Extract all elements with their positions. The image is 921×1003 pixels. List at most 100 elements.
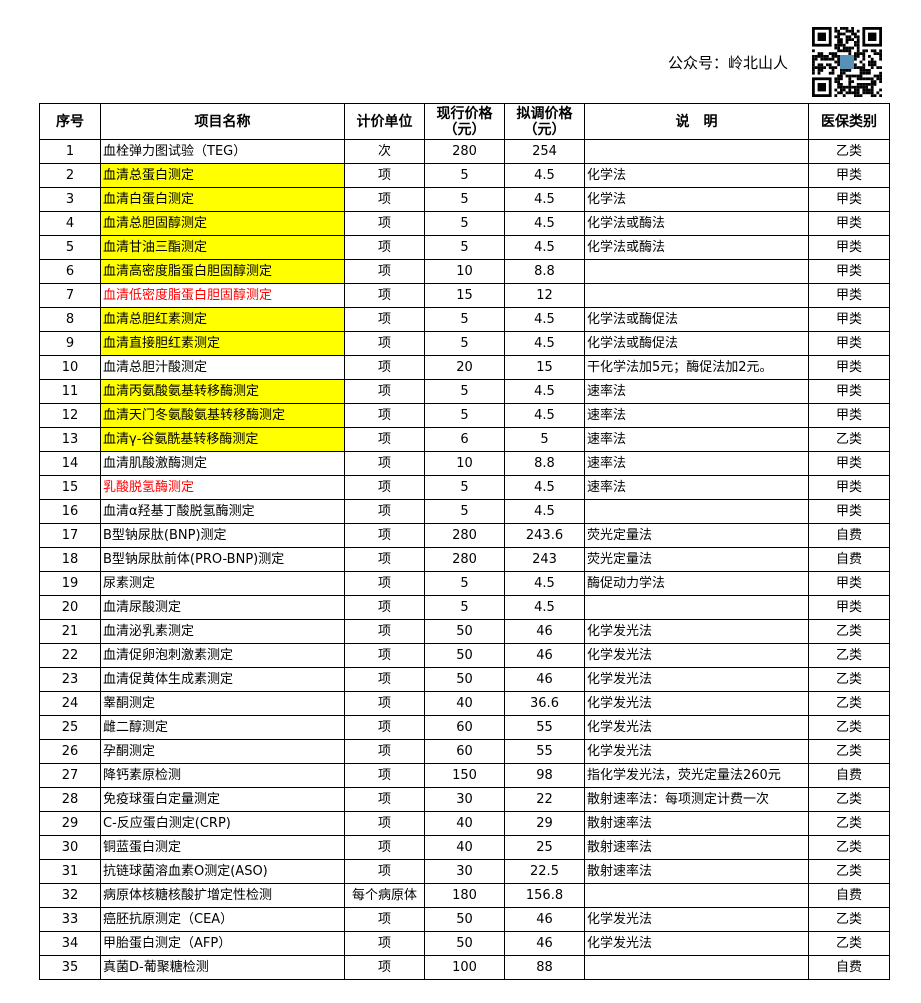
header-note: 说 明 [584,103,809,140]
cell-category: 乙类 [808,427,890,452]
cell-category: 甲类 [808,283,890,308]
cell-unit: 项 [344,931,425,956]
cell-current-price: 10 [424,451,505,476]
cell-current-price: 60 [424,715,505,740]
cell-current-price: 40 [424,835,505,860]
cell-new-price: 4.5 [504,571,585,596]
cell-unit: 次 [344,139,425,164]
cell-current-price: 5 [424,571,505,596]
cell-name: 血清γ-谷氨酰基转移酶测定 [100,427,345,452]
cell-no: 18 [39,547,101,572]
cell-unit: 项 [344,283,425,308]
cell-new-price: 4.5 [504,211,585,236]
cell-unit: 项 [344,355,425,380]
cell-name: 免疫球蛋白定量测定 [100,787,345,812]
cell-no: 7 [39,283,101,308]
cell-no: 1 [39,139,101,164]
cell-new-price: 15 [504,355,585,380]
cell-new-price: 22 [504,787,585,812]
table-row: 16 血清α羟基丁酸脱氢酶测定项 5 4.5 甲类 [39,499,890,524]
table-row: 33 癌胚抗原测定（CEA）项 50 46 化学发光法 乙类 [39,907,890,932]
table-row: 23 血清促黄体生成素测定项 50 46 化学发光法 乙类 [39,667,890,692]
cell-name: 血清白蛋白测定 [100,187,345,212]
cell-note: 化学发光法 [584,643,809,668]
cell-new-price: 4.5 [504,403,585,428]
cell-note: 化学发光法 [584,691,809,716]
cell-category: 乙类 [808,667,890,692]
cell-note [584,595,809,620]
cell-current-price: 60 [424,739,505,764]
cell-current-price: 50 [424,619,505,644]
cell-name: 雌二醇测定 [100,715,345,740]
cell-new-price: 12 [504,283,585,308]
cell-unit: 项 [344,523,425,548]
cell-no: 13 [39,427,101,452]
cell-unit: 项 [344,379,425,404]
cell-unit: 项 [344,307,425,332]
cell-name: 血清甘油三酯测定 [100,235,345,260]
cell-new-price: 46 [504,667,585,692]
cell-note: 酶促动力学法 [584,571,809,596]
table-row: 21 血清泌乳素测定项 50 46 化学发光法 乙类 [39,619,890,644]
cell-name: 血清总胆固醇测定 [100,211,345,236]
cell-no: 12 [39,403,101,428]
cell-unit: 项 [344,787,425,812]
cell-category: 自费 [808,547,890,572]
cell-category: 甲类 [808,451,890,476]
table-row: 30 铜蓝蛋白测定项 40 25 散射速率法 乙类 [39,835,890,860]
cell-no: 35 [39,955,101,980]
cell-current-price: 280 [424,547,505,572]
cell-current-price: 5 [424,499,505,524]
cell-note: 速率法 [584,475,809,500]
cell-name: 真菌D-葡聚糖检测 [100,955,345,980]
cell-note: 荧光定量法 [584,523,809,548]
cell-unit: 项 [344,715,425,740]
cell-no: 29 [39,811,101,836]
cell-current-price: 30 [424,787,505,812]
cell-name: 血清总胆汁酸测定 [100,355,345,380]
cell-new-price: 55 [504,715,585,740]
cell-unit: 项 [344,475,425,500]
cell-current-price: 30 [424,859,505,884]
cell-current-price: 50 [424,907,505,932]
cell-new-price: 36.6 [504,691,585,716]
cell-no: 6 [39,259,101,284]
cell-note [584,955,809,980]
cell-current-price: 10 [424,259,505,284]
cell-no: 24 [39,691,101,716]
cell-no: 20 [39,595,101,620]
table-row: 27 降钙素原检测项 150 98 指化学发光法，荧光定量法260元 自费 [39,763,890,788]
cell-unit: 项 [344,667,425,692]
cell-note: 化学法 [584,187,809,212]
cell-note: 化学发光法 [584,715,809,740]
cell-note: 速率法 [584,403,809,428]
header-name: 项目名称 [100,103,345,140]
cell-category: 乙类 [808,691,890,716]
cell-current-price: 5 [424,331,505,356]
cell-new-price: 29 [504,811,585,836]
cell-new-price: 4.5 [504,163,585,188]
cell-current-price: 5 [424,379,505,404]
cell-unit: 项 [344,571,425,596]
cell-category: 甲类 [808,331,890,356]
cell-note: 干化学法加5元；酶促法加2元。 [584,355,809,380]
cell-category: 乙类 [808,139,890,164]
cell-no: 8 [39,307,101,332]
cell-note: 化学法或酶促法 [584,307,809,332]
table-row: 1 血栓弹力图试验（TEG）次 280 254 乙类 [39,139,890,164]
cell-category: 乙类 [808,787,890,812]
cell-new-price: 46 [504,619,585,644]
cell-category: 甲类 [808,187,890,212]
cell-no: 14 [39,451,101,476]
cell-note: 速率法 [584,427,809,452]
cell-name: 血清总胆红素测定 [100,307,345,332]
table-row: 4 血清总胆固醇测定项 5 4.5 化学法或酶法 甲类 [39,211,890,236]
cell-note: 化学发光法 [584,739,809,764]
cell-name: 甲胎蛋白测定（AFP） [100,931,345,956]
cell-current-price: 40 [424,811,505,836]
table-row: 14 血清肌酸激酶测定项 10 8.8 速率法 甲类 [39,451,890,476]
cell-new-price: 254 [504,139,585,164]
cell-note: 速率法 [584,379,809,404]
table-row: 8 血清总胆红素测定项 5 4.5 化学法或酶促法 甲类 [39,307,890,332]
table-row: 29 C-反应蛋白测定(CRP) 项 40 29 散射速率法 乙类 [39,811,890,836]
